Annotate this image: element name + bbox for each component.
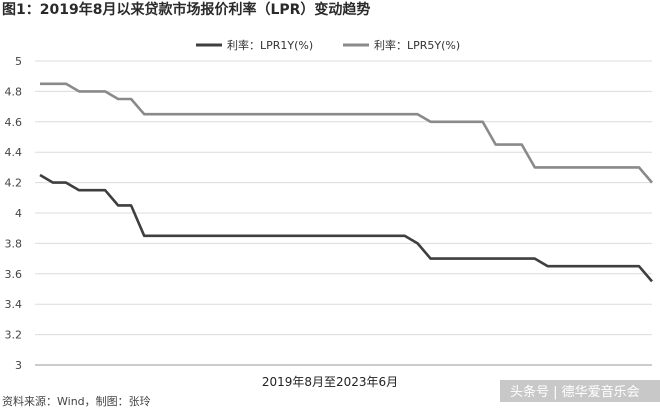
watermark: 头条号 | 德华爱音乐会 [510, 384, 640, 400]
legend-label: 利率：LPR5Y(%) [374, 38, 460, 52]
y-axis: 3 3.2 3.4 3.6 3.8 4 4.2 4.4 4.6 4.8 5 [5, 55, 23, 372]
x-axis-label: 2019年8月至2023年6月 [262, 375, 398, 389]
source-footnote: 资料来源：Wind，制图：张玲 [2, 394, 151, 408]
y-tick-label: 4.2 [5, 177, 23, 190]
grid-lines [35, 60, 652, 366]
y-tick-label: 3.6 [5, 268, 23, 281]
y-tick-label: 3 [15, 359, 22, 372]
y-tick-label: 4 [15, 207, 22, 220]
y-tick-label: 3.8 [5, 237, 23, 250]
y-tick-label: 4.8 [5, 85, 23, 98]
chart-title: 图1：2019年8月以来贷款市场报价利率（LPR）变动趋势 [2, 1, 370, 18]
y-tick-label: 4.4 [5, 146, 23, 159]
watermark-backdrop [500, 380, 660, 402]
y-tick-label: 3.4 [5, 298, 23, 311]
series-line-lpr1y [39, 173, 653, 283]
y-tick-label: 3.2 [5, 329, 23, 342]
y-tick-label: 4.6 [5, 116, 23, 129]
legend: 利率：LPR1Y(%) 利率：LPR5Y(%) [196, 38, 460, 52]
legend-label: 利率：LPR1Y(%) [227, 38, 313, 52]
series-lines [39, 82, 653, 283]
series-line-lpr5y [40, 82, 653, 184]
y-tick-label: 5 [15, 55, 22, 68]
